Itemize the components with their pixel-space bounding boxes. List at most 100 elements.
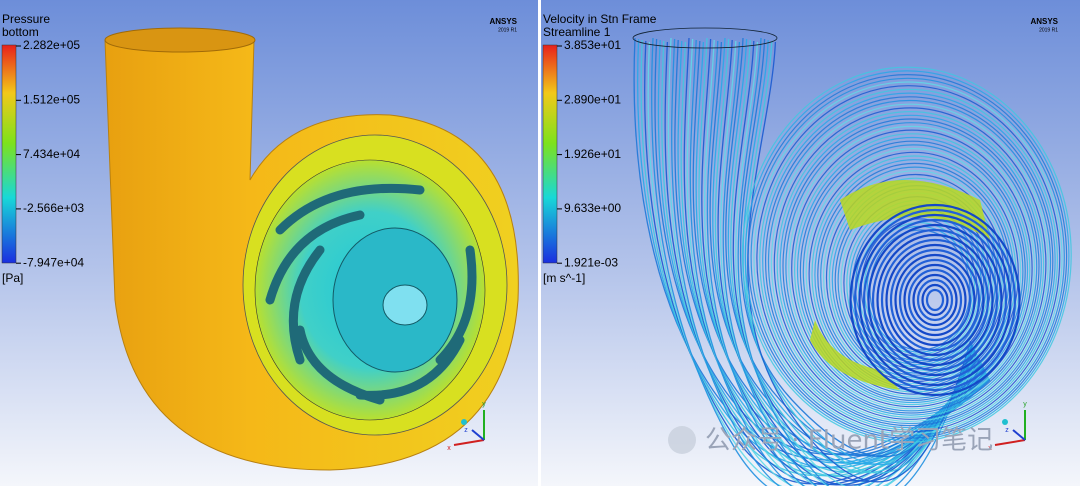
streamline-core	[880, 238, 990, 362]
streamline	[737, 37, 974, 486]
streamline	[788, 125, 1035, 410]
ansys-version: 2019 R1	[1039, 27, 1058, 33]
streamline	[759, 88, 1058, 431]
axis-label: x	[988, 445, 992, 452]
streamline-core	[858, 213, 1012, 387]
streamline-core	[849, 203, 1021, 397]
pump-pressure	[104, 27, 519, 471]
streamline	[794, 133, 1031, 406]
colorbar-label: 1.921e-03	[564, 255, 618, 269]
pipe-inlet	[632, 27, 778, 49]
axis-x	[453, 439, 485, 446]
streamline	[750, 77, 1065, 437]
panel-divider	[538, 0, 541, 486]
colorbar-label: 7.434e+04	[23, 147, 80, 161]
axis-label: y	[482, 401, 486, 408]
streamline	[799, 140, 1026, 401]
streamline	[785, 122, 1038, 412]
streamline-core	[907, 268, 963, 332]
streamline	[779, 114, 1042, 416]
streamline	[756, 85, 1061, 433]
streamline	[782, 118, 1040, 414]
streamline	[664, 41, 986, 486]
streamline	[776, 110, 1045, 418]
streamline	[744, 70, 1070, 441]
legend-title: Pressure	[2, 12, 50, 26]
axis-label: y	[1023, 401, 1027, 408]
streamline	[814, 159, 1015, 391]
streamline-core	[876, 233, 994, 367]
axis-origin	[461, 419, 467, 425]
colorbar-label: 2.890e+01	[564, 92, 621, 106]
streamline-core	[894, 253, 976, 347]
streamline	[720, 40, 977, 486]
streamline	[706, 40, 980, 486]
streamline-core	[867, 223, 1003, 377]
streamline	[725, 37, 976, 457]
colorbar-label: 1.512e+05	[23, 92, 80, 106]
streamline	[767, 99, 1052, 425]
streamline	[773, 107, 1047, 420]
colorbar-label: 2.282e+05	[23, 38, 80, 52]
streamline-core	[916, 278, 954, 322]
legend-subtitle: bottom	[2, 25, 39, 39]
colorbar	[542, 44, 558, 264]
axis-z	[471, 429, 485, 441]
colorbar-label: 3.853e+01	[564, 38, 621, 52]
streamline	[808, 151, 1019, 395]
streamline	[802, 144, 1024, 399]
streamline	[747, 73, 1068, 439]
axis-label: x	[447, 445, 451, 452]
streamline	[654, 38, 988, 455]
streamline	[805, 147, 1022, 397]
colorbar-label: -7.947e+04	[23, 255, 84, 269]
colorbar-label: 1.926e+01	[564, 147, 621, 161]
streamline	[712, 37, 979, 465]
axis-label: z	[1005, 427, 1009, 434]
streamline-core	[898, 258, 972, 342]
streamline	[762, 92, 1056, 429]
ansys-logo: ANSYS	[489, 17, 517, 26]
streamline-core	[885, 243, 985, 357]
axis-z	[1012, 429, 1026, 441]
streamline-core	[862, 218, 1008, 382]
streamline-core	[871, 228, 999, 372]
axis-origin	[1002, 419, 1008, 425]
streamline	[739, 38, 973, 458]
legend-title: Velocity in Stn Frame	[543, 12, 657, 26]
streamline-core	[921, 283, 949, 317]
colorbar-label: -2.566e+03	[23, 201, 84, 215]
streamline	[764, 96, 1054, 427]
streamline	[828, 177, 1003, 380]
colorbar-unit: [Pa]	[2, 271, 23, 285]
streamline	[753, 81, 1063, 435]
colorbar-unit: [m s^-1]	[543, 271, 585, 285]
watermark: 公众号 · Fluent学习笔记	[705, 426, 993, 456]
streamline-core	[925, 288, 945, 312]
streamline	[796, 136, 1029, 404]
pump-streamlines	[632, 27, 1072, 486]
colorbar-label: 9.633e+00	[564, 201, 621, 215]
streamline	[686, 38, 983, 486]
streamline	[741, 66, 1072, 444]
ansys-logo: ANSYS	[1030, 17, 1058, 26]
streamline-core	[912, 273, 958, 327]
blades	[265, 183, 477, 405]
streamline	[647, 41, 989, 486]
blade-surface	[810, 180, 990, 390]
axis-label: z	[464, 427, 468, 434]
streamline-core	[903, 263, 967, 337]
colorbar	[1, 44, 17, 264]
legend-subtitle: Streamline 1	[543, 25, 611, 39]
streamline-core	[853, 208, 1017, 392]
streamline	[820, 166, 1010, 387]
shaft	[382, 284, 428, 326]
streamline	[770, 103, 1049, 422]
ansys-version: 2019 R1	[498, 27, 517, 33]
pipe-opening	[104, 27, 256, 53]
streamline	[727, 38, 976, 465]
streamline	[791, 129, 1033, 408]
streamline	[747, 41, 972, 483]
watermark-icon	[668, 426, 696, 454]
